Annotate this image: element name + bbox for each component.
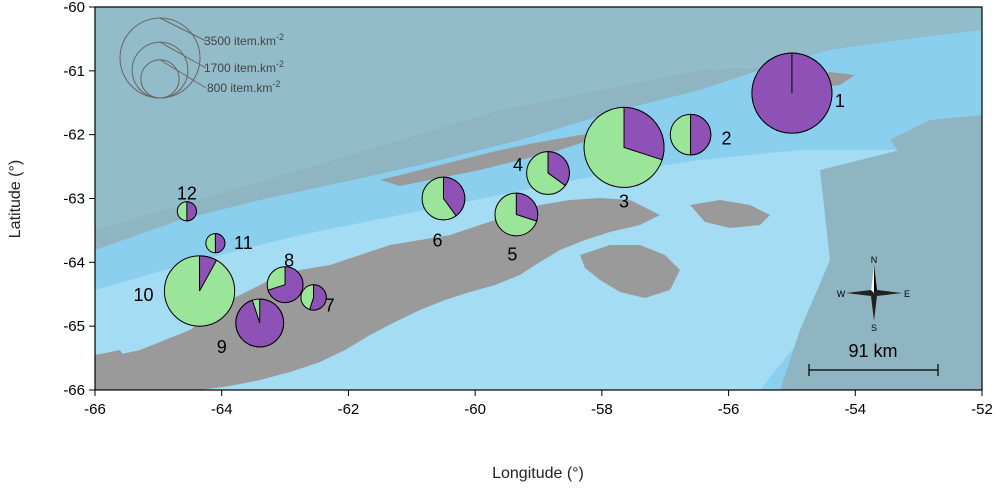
- compass-west-arrow: [846, 290, 874, 296]
- scale-bar: 91 km: [808, 341, 939, 376]
- y-tick-label: -65: [63, 318, 85, 335]
- legend-leader: [159, 17, 207, 42]
- compass-s: S: [871, 323, 877, 333]
- site-pie-11: [205, 233, 226, 254]
- pie-purple-slice: [547, 151, 570, 187]
- scale-bar-label: 91 km: [848, 341, 897, 361]
- site-label-3: 3: [619, 191, 629, 211]
- y-tick-label: -66: [63, 382, 85, 399]
- site-pie-1: [751, 52, 833, 134]
- upper-ocean: [95, 7, 982, 230]
- pie-purple-slice: [515, 192, 539, 222]
- x-tick-label: -58: [591, 401, 613, 418]
- compass-w: W: [837, 289, 846, 299]
- pie-purple-slice: [309, 284, 327, 311]
- compass-rose: N S E W: [837, 255, 910, 333]
- island-east-2: [690, 200, 770, 228]
- island-west: [95, 350, 130, 372]
- south-shetland-islands: [380, 132, 600, 186]
- x-tick-label: -64: [211, 401, 233, 418]
- site-label-5: 5: [507, 244, 517, 264]
- legend-label-3500: 3500 item.km-2: [204, 32, 284, 48]
- x-tick-label: -56: [718, 401, 740, 418]
- x-tick-label: -62: [338, 401, 360, 418]
- site-label-10: 10: [134, 285, 154, 305]
- pie-purple-slice: [214, 233, 226, 254]
- legend-label-1700: 1700 item.km-2: [204, 59, 284, 75]
- site-pie-3: [583, 106, 665, 188]
- compass-e: E: [904, 289, 910, 299]
- y-axis-title: Latitude (°): [7, 160, 24, 238]
- site-pie-10: [163, 255, 236, 327]
- y-tick-label: -61: [63, 63, 85, 80]
- pie-purple-slice: [235, 298, 285, 348]
- pie-purple-slice: [199, 255, 218, 292]
- site-label-9: 9: [217, 337, 227, 357]
- compass-n: N: [871, 255, 878, 265]
- x-tick-label: -60: [464, 401, 486, 418]
- pie-purple-slice: [623, 106, 665, 161]
- deep-ocean-se: [780, 140, 982, 390]
- site-label-12: 12: [177, 183, 197, 203]
- pie-sites: [163, 52, 833, 348]
- y-tick-label: -62: [63, 127, 85, 144]
- pie-purple-slice: [442, 176, 466, 217]
- legend-leader: [159, 59, 207, 89]
- site-pie-8: [266, 266, 304, 304]
- x-tick-label: -66: [84, 401, 106, 418]
- x-axis-title: Longitude (°): [492, 465, 584, 482]
- x-tick-label: -52: [971, 401, 993, 418]
- site-pie-6: [421, 176, 466, 221]
- site-pie-2: [669, 113, 712, 156]
- legend-label-800: 800 item.km-2: [207, 79, 280, 95]
- pie-purple-slice: [690, 113, 712, 156]
- compass-north-half: [871, 265, 874, 293]
- site-label-11: 11: [234, 233, 253, 253]
- y-tick-label: -63: [63, 191, 85, 208]
- site-label-4: 4: [513, 155, 523, 175]
- compass-south-arrow: [871, 293, 877, 321]
- site-pie-9: [235, 298, 285, 348]
- anvers-island: [300, 320, 345, 340]
- site-label-8: 8: [284, 251, 294, 271]
- legend-leader: [159, 41, 207, 69]
- compass-east-arrow: [874, 290, 902, 296]
- site-pie-12: [176, 201, 197, 222]
- site-label-7: 7: [325, 295, 335, 315]
- size-legend: 3500 item.km-2 1700 item.km-2 800 item.km-…: [119, 17, 284, 99]
- site-pie-4: [526, 151, 570, 195]
- site-pie-7: [300, 284, 327, 311]
- pie-purple-slice: [267, 266, 304, 304]
- site-pie-5: [494, 192, 539, 237]
- pie-purple-slice: [186, 201, 197, 222]
- y-tick-label: -60: [63, 0, 85, 16]
- deep-basin-ne: [890, 115, 982, 170]
- island-east-1: [580, 245, 680, 298]
- axis-ticks: -66 -64 -62 -60 -58 -56 -54 -52 -66 -65 -64 -63 -62 -…: [63, 0, 993, 418]
- site-label-2: 2: [722, 129, 732, 149]
- y-tick-label: -64: [63, 254, 85, 271]
- peninsula-land: [95, 198, 660, 390]
- x-tick-label: -54: [844, 401, 866, 418]
- site-label-1: 1: [835, 91, 845, 111]
- site-label-6: 6: [432, 231, 442, 251]
